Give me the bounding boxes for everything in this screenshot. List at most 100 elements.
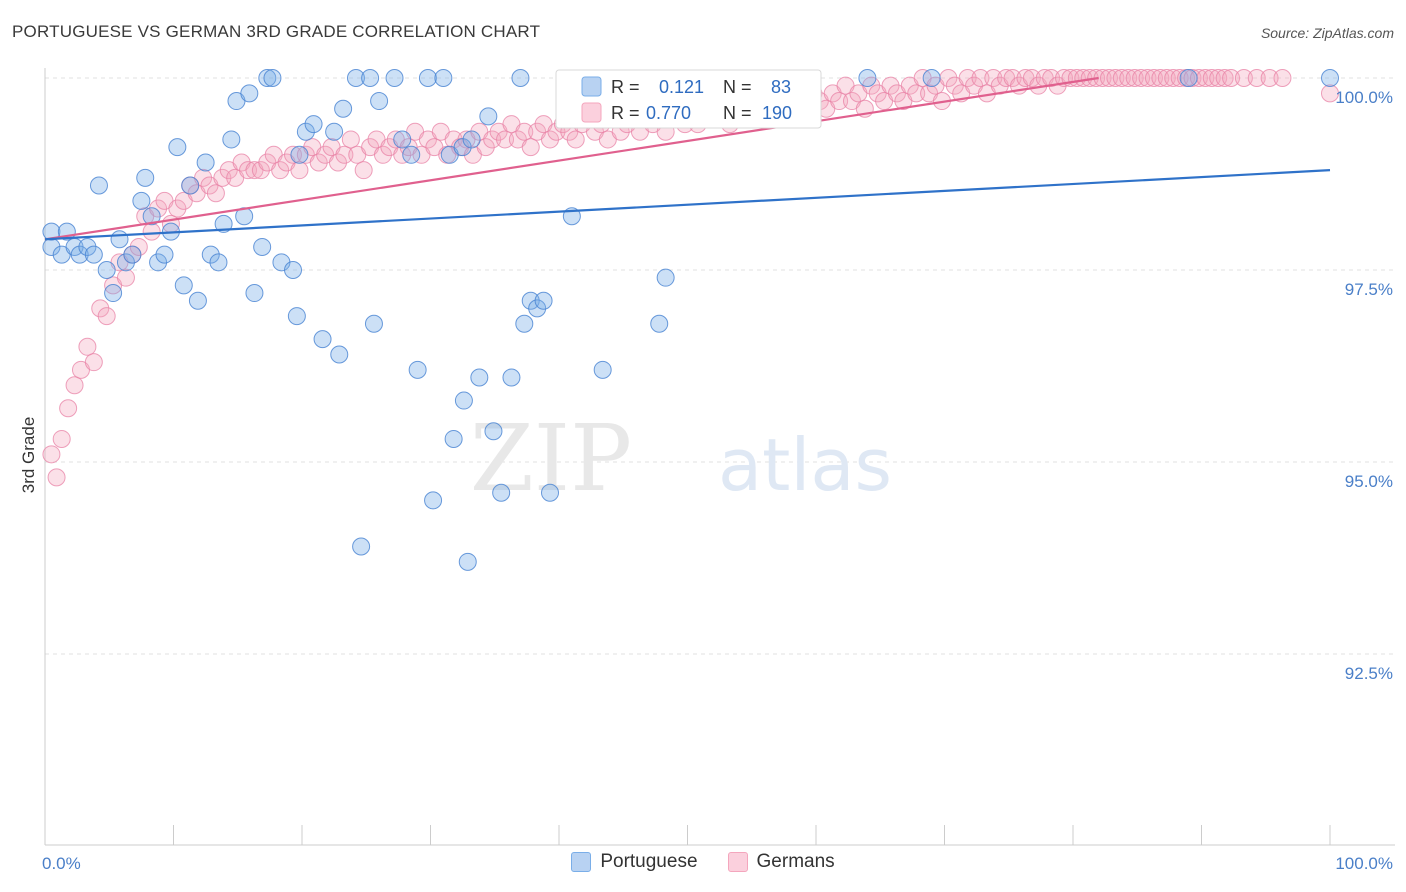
legend: Portuguese Germans bbox=[0, 851, 1406, 873]
data-point-germans bbox=[168, 199, 187, 218]
data-point-portuguese bbox=[42, 222, 61, 241]
data-point-portuguese bbox=[484, 422, 503, 441]
trend-line-portuguese bbox=[44, 169, 1331, 241]
data-point-germans bbox=[290, 161, 309, 180]
data-point-portuguese bbox=[110, 230, 129, 249]
data-point-portuguese bbox=[196, 153, 215, 172]
data-point-germans bbox=[515, 122, 534, 141]
stats-box-frame bbox=[555, 69, 822, 129]
stats-r-label: R = bbox=[611, 103, 640, 123]
data-point-portuguese bbox=[593, 360, 612, 379]
data-point-portuguese bbox=[650, 314, 669, 333]
trend-line-germans bbox=[44, 76, 1099, 241]
data-point-germans bbox=[1144, 69, 1163, 87]
data-point-portuguese bbox=[418, 69, 437, 87]
data-point-germans bbox=[541, 130, 560, 149]
data-point-portuguese bbox=[174, 276, 193, 295]
stats-n-label: N = bbox=[723, 77, 752, 97]
data-point-portuguese bbox=[253, 237, 272, 256]
stats-n-value: 190 bbox=[762, 103, 792, 123]
data-point-germans bbox=[1132, 69, 1151, 87]
stats-swatch-portuguese bbox=[581, 76, 602, 97]
data-point-germans bbox=[116, 268, 135, 287]
watermark-zip: ZIP bbox=[470, 405, 632, 512]
data-point-germans bbox=[1222, 69, 1241, 87]
data-point-germans bbox=[284, 145, 303, 164]
data-point-portuguese bbox=[304, 115, 323, 134]
data-point-portuguese bbox=[78, 237, 97, 256]
data-point-germans bbox=[271, 161, 290, 180]
data-point-germans bbox=[1022, 69, 1041, 87]
stats-r-value: 0.770 bbox=[646, 103, 691, 123]
data-point-portuguese bbox=[922, 69, 941, 87]
data-point-portuguese bbox=[502, 368, 521, 387]
data-point-portuguese bbox=[511, 69, 530, 87]
y-axis-label: 3rd Grade bbox=[19, 417, 38, 494]
data-point-portuguese bbox=[434, 69, 453, 87]
stats-box: R = 0.121 N = 83 R = 0.770 N = 190 bbox=[555, 69, 822, 129]
data-point-portuguese bbox=[290, 145, 309, 164]
data-point-germans bbox=[328, 153, 347, 172]
data-point-portuguese bbox=[453, 138, 472, 157]
data-point-germans bbox=[1112, 69, 1131, 87]
data-point-portuguese bbox=[325, 122, 344, 141]
data-point-portuguese bbox=[149, 253, 168, 272]
data-point-germans bbox=[354, 161, 373, 180]
y-tick-label: 92.5% bbox=[1345, 664, 1393, 683]
data-point-germans bbox=[84, 353, 103, 372]
data-point-portuguese bbox=[284, 261, 303, 279]
data-point-portuguese bbox=[104, 284, 123, 303]
series-germans bbox=[42, 69, 1339, 487]
data-point-germans bbox=[239, 161, 258, 180]
data-point-germans bbox=[129, 237, 148, 256]
source-label: Source: ZipAtlas.com bbox=[1260, 25, 1394, 41]
data-point-portuguese bbox=[258, 69, 277, 87]
data-point-germans bbox=[1003, 69, 1022, 87]
data-point-germans bbox=[1321, 84, 1339, 103]
data-point-germans bbox=[97, 307, 116, 326]
data-point-germans bbox=[1183, 69, 1202, 87]
data-point-portuguese bbox=[656, 268, 675, 287]
data-point-germans bbox=[1215, 69, 1234, 87]
data-point-germans bbox=[309, 153, 328, 172]
data-point-germans bbox=[1202, 69, 1221, 87]
data-point-germans bbox=[251, 161, 270, 180]
data-point-portuguese bbox=[424, 491, 443, 510]
chart-title: PORTUGUESE VS GERMAN 3RD GRADE CORRELATI… bbox=[12, 22, 541, 41]
legend-label: Portuguese bbox=[600, 851, 698, 872]
data-point-portuguese bbox=[385, 69, 404, 87]
data-point-germans bbox=[1234, 69, 1253, 87]
data-point-portuguese bbox=[370, 92, 389, 111]
stats-r-label: R = bbox=[611, 77, 640, 97]
data-point-portuguese bbox=[408, 360, 427, 379]
y-tick-label: 97.5% bbox=[1345, 280, 1393, 299]
stats-r-value: 0.121 bbox=[659, 77, 704, 97]
data-point-germans bbox=[47, 468, 66, 487]
data-point-portuguese bbox=[492, 483, 511, 502]
data-point-germans bbox=[149, 199, 168, 218]
data-point-portuguese bbox=[116, 253, 135, 272]
legend-item-portuguese[interactable]: Portuguese bbox=[571, 851, 698, 873]
data-point-germans bbox=[65, 376, 84, 395]
legend-item-germans[interactable]: Germans bbox=[727, 851, 835, 873]
data-point-portuguese bbox=[515, 314, 534, 333]
data-point-portuguese bbox=[142, 207, 161, 226]
data-point-portuguese bbox=[458, 552, 477, 571]
data-point-portuguese bbox=[84, 245, 103, 264]
data-point-portuguese bbox=[296, 122, 315, 141]
data-point-portuguese bbox=[97, 261, 116, 279]
data-point-germans bbox=[91, 299, 110, 318]
data-point-germans bbox=[881, 76, 900, 95]
data-point-germans bbox=[1189, 69, 1208, 87]
data-point-portuguese bbox=[346, 69, 365, 87]
data-point-portuguese bbox=[188, 291, 207, 310]
data-point-portuguese bbox=[1179, 69, 1198, 87]
data-point-portuguese bbox=[462, 130, 481, 149]
data-point-germans bbox=[1099, 69, 1118, 87]
data-point-germans bbox=[78, 337, 97, 356]
data-point-portuguese bbox=[352, 537, 371, 556]
data-point-portuguese bbox=[402, 145, 421, 164]
data-point-germans bbox=[52, 429, 71, 448]
data-point-germans bbox=[1119, 69, 1138, 87]
legend-swatch-germans bbox=[727, 852, 748, 872]
